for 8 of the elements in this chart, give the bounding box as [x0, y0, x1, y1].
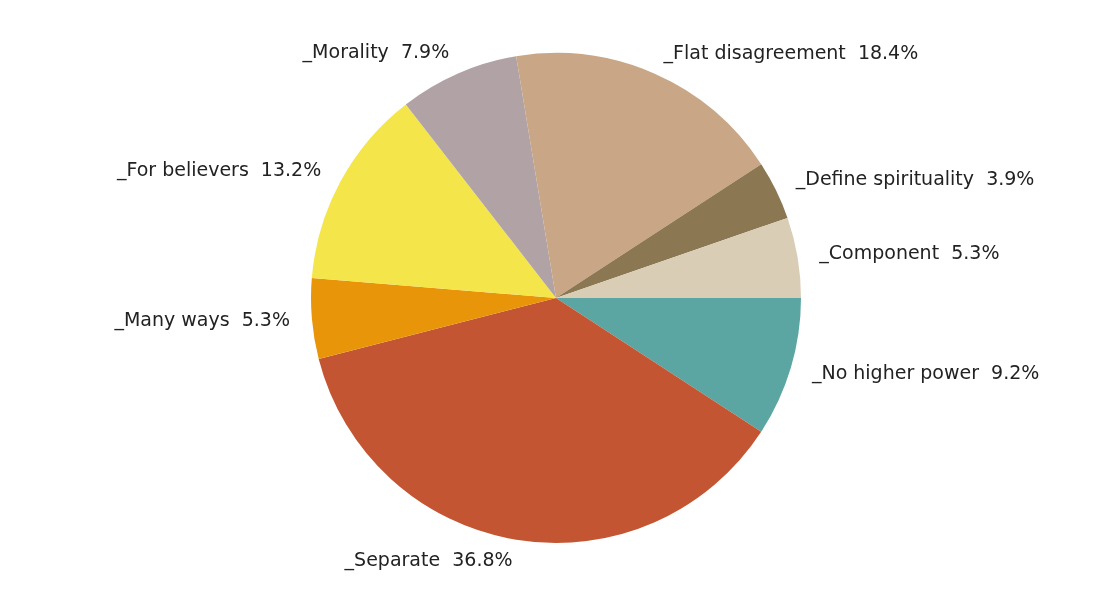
slice-label: _Define spirituality 3.9%: [794, 167, 1035, 191]
slice-label: _Component 5.3%: [818, 240, 1000, 264]
slice-label: _No higher power 9.2%: [810, 361, 1040, 385]
slice-label: _Many ways 5.3%: [113, 307, 290, 331]
slice-label: _Separate 36.8%: [343, 548, 513, 572]
slice-label: _Morality 7.9%: [301, 40, 450, 64]
slice-label: _For believers 13.2%: [115, 157, 322, 181]
slice-label: _Flat disagreement 18.4%: [662, 40, 919, 64]
